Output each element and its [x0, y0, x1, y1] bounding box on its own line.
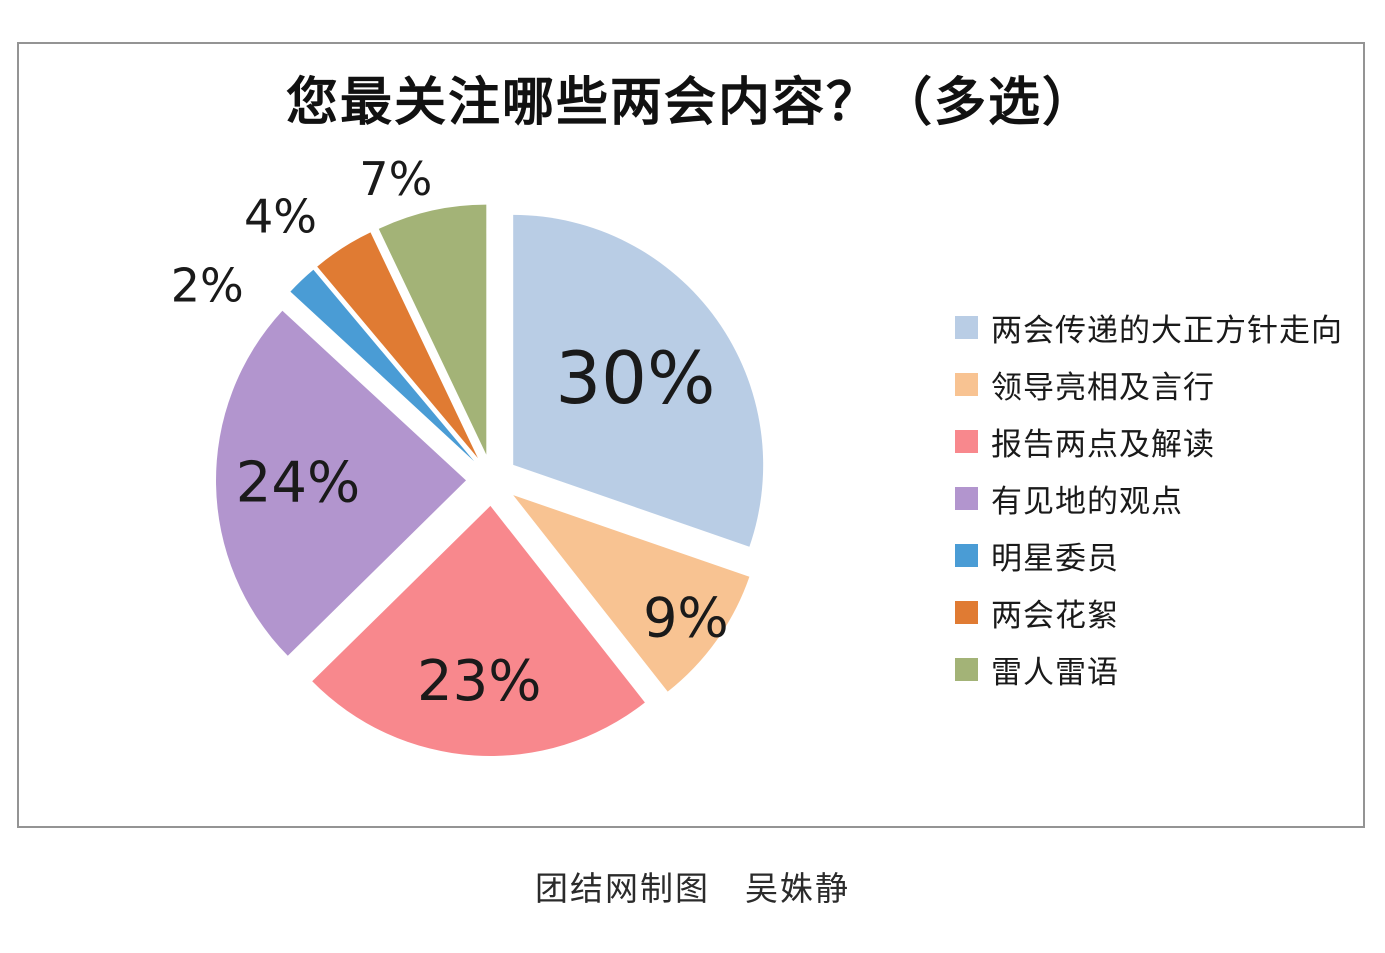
legend-swatch — [955, 544, 978, 567]
legend-item: 领导亮相及言行 — [955, 356, 1343, 413]
legend-label: 雷人雷语 — [991, 655, 1119, 690]
pie-slice — [513, 495, 750, 692]
legend-label: 报告两点及解读 — [991, 427, 1215, 462]
legend-item: 两会传递的大正方针走向 — [955, 299, 1343, 356]
slice-label: 4% — [244, 189, 317, 243]
pie-slice — [378, 204, 487, 455]
pie-slice — [317, 232, 478, 459]
legend-item: 报告两点及解读 — [955, 413, 1343, 470]
legend-swatch — [955, 373, 978, 396]
legend-item: 两会花絮 — [955, 584, 1343, 641]
slice-label: 2% — [171, 258, 244, 312]
slice-label: 23% — [417, 649, 541, 714]
legend-swatch — [955, 487, 978, 510]
legend-item: 雷人雷语 — [955, 641, 1343, 698]
legend-swatch — [955, 601, 978, 624]
slice-label: 24% — [236, 451, 360, 516]
legend-item: 有见地的观点 — [955, 470, 1343, 527]
legend-label: 两会传递的大正方针走向 — [991, 313, 1343, 348]
legend-swatch — [955, 658, 978, 681]
chart-caption: 团结网制图 吴姝静 — [535, 870, 850, 907]
slice-label: 30% — [555, 336, 715, 420]
chart-title: 您最关注哪些两会内容？（多选） — [285, 74, 1096, 132]
slice-label: 9% — [643, 587, 729, 650]
legend-swatch — [955, 316, 978, 339]
slice-label: 7% — [359, 152, 432, 206]
pie-slice — [290, 269, 475, 462]
legend: 两会传递的大正方针走向 领导亮相及言行 报告两点及解读 有见地的观点 明星委员两会花絮雷… — [955, 299, 1343, 698]
legend-swatch — [955, 430, 978, 453]
legend-item: 明星委员 — [955, 527, 1343, 584]
legend-label: 领导亮相及言行 — [991, 370, 1215, 405]
legend-label: 有见地的观点 — [991, 484, 1183, 519]
pie-slice — [513, 214, 764, 547]
pie-slice — [312, 505, 645, 756]
legend-label: 明星委员 — [991, 541, 1119, 576]
pie-slice — [216, 310, 466, 656]
legend-label: 两会花絮 — [991, 598, 1119, 633]
